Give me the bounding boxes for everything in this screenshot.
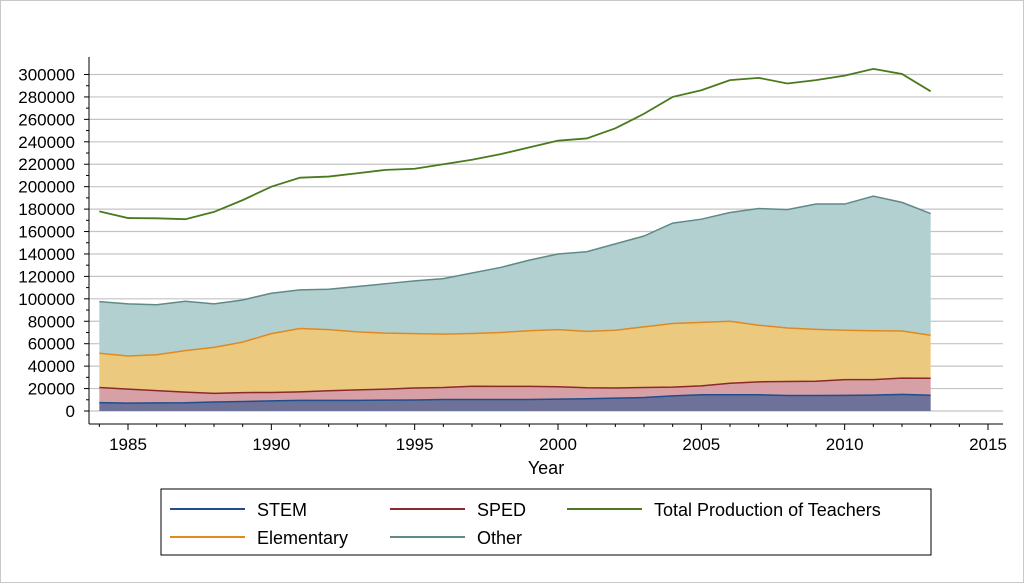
- x-tick-label: 1995: [396, 435, 434, 454]
- y-tick-label: 180000: [18, 200, 75, 219]
- area-edge-elementary: [99, 320, 931, 357]
- legend-label: STEM: [257, 500, 307, 520]
- y-tick-label: 140000: [18, 245, 75, 264]
- y-tick-label: 240000: [18, 133, 75, 152]
- y-tick-label: 260000: [18, 110, 75, 129]
- x-axis-ticks: 1985 1990 1995 2000 2005 2010 2015: [98, 424, 1007, 454]
- legend-label: Total Production of Teachers: [654, 500, 881, 520]
- legend: STEM SPED Total Production of Teachers Elem…: [160, 488, 932, 556]
- area-series: [99, 195, 931, 411]
- x-tick-label: 2010: [826, 435, 864, 454]
- area-edge-sped: [99, 377, 931, 395]
- x-tick-label: 1985: [109, 435, 147, 454]
- y-tick-label: 300000: [18, 66, 75, 85]
- legend-item-other: Other: [390, 528, 522, 548]
- legend-item-total-production-of-teachers: Total Production of Teachers: [567, 500, 881, 520]
- y-tick-label: 20000: [28, 380, 75, 399]
- legend-item-sped: SPED: [390, 500, 526, 520]
- y-tick-label: 120000: [18, 267, 75, 286]
- total-line-series: [99, 67, 932, 221]
- legend-label: Other: [477, 528, 522, 548]
- y-tick-label: 60000: [28, 335, 75, 354]
- legend-items: STEM SPED Total Production of Teachers Elem…: [170, 500, 881, 548]
- area-elementary: [99, 321, 931, 394]
- x-tick-label: 2000: [539, 435, 577, 454]
- y-axis-ticks: 0 20000 40000 60000 80000 100000 120000 140000 1…: [18, 66, 89, 421]
- y-tick-label: 0: [66, 402, 75, 421]
- legend-box: [160, 488, 932, 556]
- x-tick-label: 2005: [682, 435, 720, 454]
- axes: [88, 57, 1003, 425]
- area-edge-stem: [99, 393, 931, 404]
- legend-label: Elementary: [257, 528, 348, 548]
- x-tick-label: 2015: [969, 435, 1007, 454]
- y-tick-label: 100000: [18, 290, 75, 309]
- y-tick-label: 160000: [18, 223, 75, 242]
- y-tick-label: 40000: [28, 357, 75, 376]
- y-tick-label: 200000: [18, 178, 75, 197]
- area-edge-other: [99, 195, 931, 306]
- x-tick-label: 1990: [252, 435, 290, 454]
- area-other: [99, 196, 931, 357]
- area-stem: [99, 394, 931, 411]
- y-tick-label: 280000: [18, 88, 75, 107]
- x-axis-title: Year: [528, 458, 564, 478]
- y-tick-label: 80000: [28, 312, 75, 331]
- legend-item-elementary: Elementary: [170, 528, 348, 548]
- y-tick-label: 220000: [18, 155, 75, 174]
- line-total-production: [99, 67, 932, 221]
- legend-item-stem: STEM: [170, 500, 307, 520]
- legend-label: SPED: [477, 500, 526, 520]
